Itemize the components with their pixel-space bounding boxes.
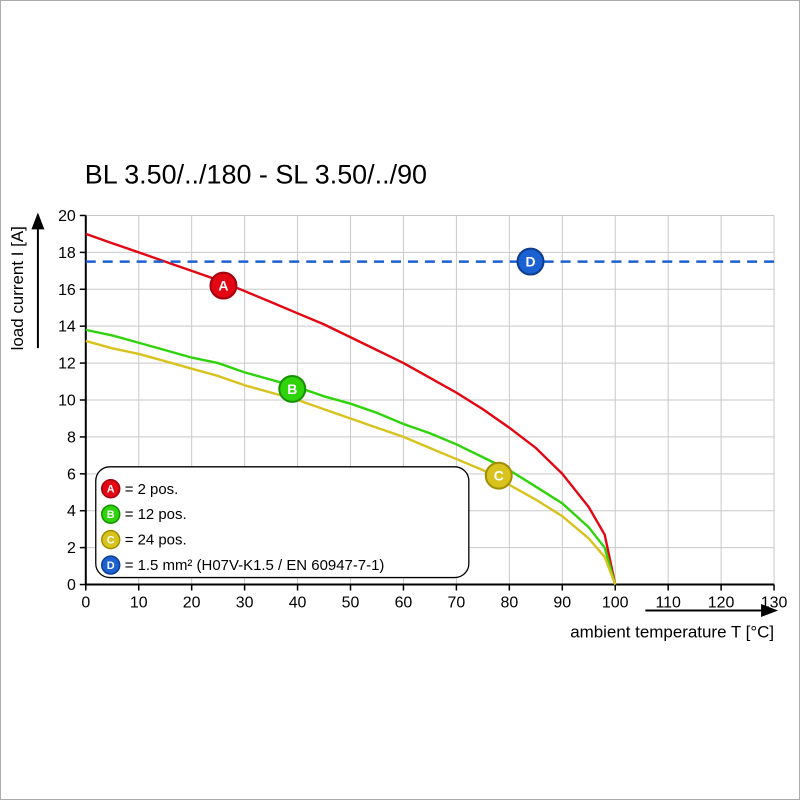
x-tick-label: 10 — [130, 594, 148, 611]
y-tick-label: 16 — [58, 282, 76, 299]
y-tick-label: 18 — [58, 245, 76, 262]
y-tick-label: 10 — [58, 392, 76, 409]
x-tick-label: 30 — [236, 594, 254, 611]
legend-item-A: A = 2 pos. — [100, 479, 179, 499]
y-tick-label: 0 — [67, 577, 76, 594]
legend-box — [95, 466, 470, 579]
y-tick-label: 4 — [67, 503, 76, 520]
x-tick-label: 20 — [183, 594, 201, 611]
legend-item-C: C = 24 pos. — [100, 529, 187, 550]
y-tick-label: 12 — [58, 356, 76, 373]
x-axis-arrowhead — [761, 603, 779, 617]
svg-text:D: D — [525, 254, 535, 270]
y-tick-labels: 0 2 4 6 8 10 12 14 16 18 20 — [58, 208, 76, 594]
x-tick-label: 100 — [602, 594, 629, 611]
axes — [79, 214, 775, 591]
legend-item-B: B = 12 pos. — [100, 504, 187, 524]
curve-B — [85, 328, 617, 585]
legend-label-A: = 2 pos. — [125, 481, 179, 498]
y-axis-arrowhead — [31, 212, 45, 230]
legend-item-D: D = 1.5 mm² (H07V-K1.5 / EN 60947-7-1) — [100, 555, 385, 575]
marker-D: D — [516, 247, 545, 276]
x-tick-label: 60 — [395, 594, 413, 611]
svg-text:C: C — [494, 468, 504, 484]
curve-A — [85, 232, 617, 585]
marker-A: A — [209, 271, 238, 300]
legend-swatch-letter: B — [107, 509, 115, 521]
series-markers: A B C D — [209, 247, 545, 490]
legend-swatch-A — [100, 479, 121, 499]
legend-swatch-letter: C — [107, 535, 115, 547]
series-curves — [85, 232, 775, 585]
x-tick-label: 70 — [448, 594, 466, 611]
marker-B: B — [278, 374, 307, 403]
legend-swatch-letter: D — [107, 560, 115, 572]
legend-swatch-letter: A — [107, 484, 115, 496]
y-tick-label: 14 — [58, 319, 76, 336]
curve-C — [85, 339, 617, 585]
svg-text:B: B — [287, 381, 297, 397]
x-tick-label: 50 — [342, 594, 360, 611]
x-tick-label: 80 — [500, 594, 518, 611]
x-tick-label: 90 — [553, 594, 571, 611]
legend-swatch-B — [100, 504, 121, 524]
legend-swatch-C — [100, 529, 121, 550]
y-axis-label: load current I [A] — [8, 226, 27, 350]
legend-swatch-D — [100, 555, 121, 575]
y-tick-label: 8 — [67, 429, 76, 446]
legend: A = 2 pos. B = 12 pos. C = 24 pos. D = 1.5 mm² … — [95, 466, 470, 579]
marker-C: C — [484, 461, 513, 490]
x-tick-label: 0 — [81, 594, 90, 611]
legend-label-C: = 24 pos. — [125, 532, 187, 549]
x-tick-label: 120 — [708, 594, 735, 611]
legend-label-B: = 12 pos. — [125, 506, 187, 523]
legend-label-D: = 1.5 mm² (H07V-K1.5 / EN 60947-7-1) — [125, 557, 385, 574]
x-tick-label: 110 — [655, 594, 681, 611]
x-tick-labels: 0 10 20 30 40 50 60 70 80 90 100 110 120 130 — [81, 594, 787, 611]
y-tick-label: 2 — [67, 540, 76, 557]
y-tick-label: 6 — [67, 466, 76, 483]
y-tick-label: 20 — [58, 208, 76, 225]
x-axis-label: ambient temperature T [°C] — [570, 622, 774, 641]
chart-title: BL 3.50/../180 - SL 3.50/../90 — [85, 160, 427, 190]
axis-arrows — [31, 212, 779, 617]
x-tick-label: 40 — [289, 594, 307, 611]
svg-text:A: A — [218, 278, 228, 294]
